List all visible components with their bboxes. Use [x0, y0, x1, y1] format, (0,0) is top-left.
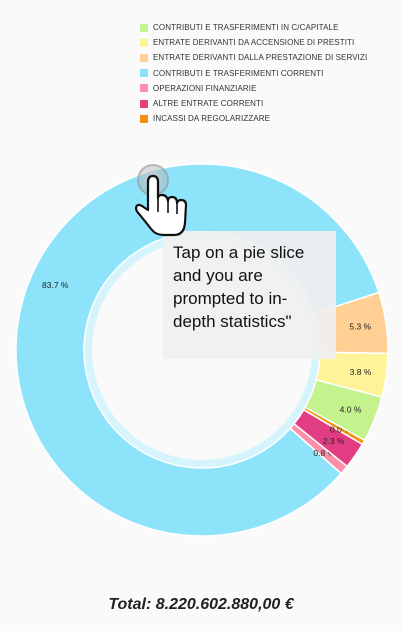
legend-label: ENTRATE DERIVANTI DALLA PRESTAZIONE DI S…: [153, 53, 368, 63]
legend-label: CONTRIBUTI E TRASFERIMENTI IN C/CAPITALE: [153, 23, 339, 33]
legend-label: ALTRE ENTRATE CORRENTI: [153, 99, 264, 109]
legend-swatch: [140, 84, 148, 93]
legend-swatch: [140, 38, 148, 47]
slice-percent-label: 83.7 %: [42, 280, 69, 290]
legend-item[interactable]: CONTRIBUTI E TRASFERIMENTI IN C/CAPITALE: [140, 20, 395, 35]
legend-item[interactable]: ENTRATE DERIVANTI DALLA PRESTAZIONE DI S…: [140, 50, 395, 65]
legend-label: INCASSI DA REGOLARIZZARE: [153, 114, 271, 124]
slice-percent-label: 0.0 %: [330, 424, 352, 434]
pointer-hand-icon: [134, 164, 188, 237]
legend-item[interactable]: OPERAZIONI FINANZIARIE: [140, 81, 395, 96]
legend-item[interactable]: CONTRIBUTI E TRASFERIMENTI CORRENTI: [140, 66, 395, 81]
legend-item[interactable]: INCASSI DA REGOLARIZZARE: [140, 111, 395, 126]
slice-percent-label: 3.8 %: [350, 367, 372, 377]
tooltip-text: Tap on a pie slice and you are prompted …: [173, 243, 305, 331]
chart-legend: CONTRIBUTI E TRASFERIMENTI IN C/CAPITALE…: [140, 20, 395, 126]
legend-swatch: [140, 23, 148, 32]
slice-percent-label: 5.3 %: [349, 321, 371, 331]
legend-label: CONTRIBUTI E TRASFERIMENTI CORRENTI: [153, 68, 324, 78]
slice-percent-label: 2.3 %: [323, 436, 345, 446]
legend-label: ENTRATE DERIVANTI DA ACCENSIONE DI PREST…: [153, 38, 355, 48]
slice-percent-label: 4.0 %: [340, 405, 362, 415]
help-tooltip: Tap on a pie slice and you are prompted …: [163, 231, 336, 359]
legend-swatch: [140, 53, 148, 62]
total-amount: Total: 8.220.602.880,00 €: [108, 596, 294, 613]
legend-label: OPERAZIONI FINANZIARIE: [153, 83, 257, 93]
slice-percent-label: 0.8 %: [313, 448, 335, 458]
legend-item[interactable]: ALTRE ENTRATE CORRENTI: [140, 96, 395, 111]
legend-swatch: [140, 99, 148, 108]
legend-swatch: [140, 114, 148, 123]
legend-swatch: [140, 69, 148, 78]
legend-item[interactable]: ENTRATE DERIVANTI DA ACCENSIONE DI PREST…: [140, 35, 395, 50]
